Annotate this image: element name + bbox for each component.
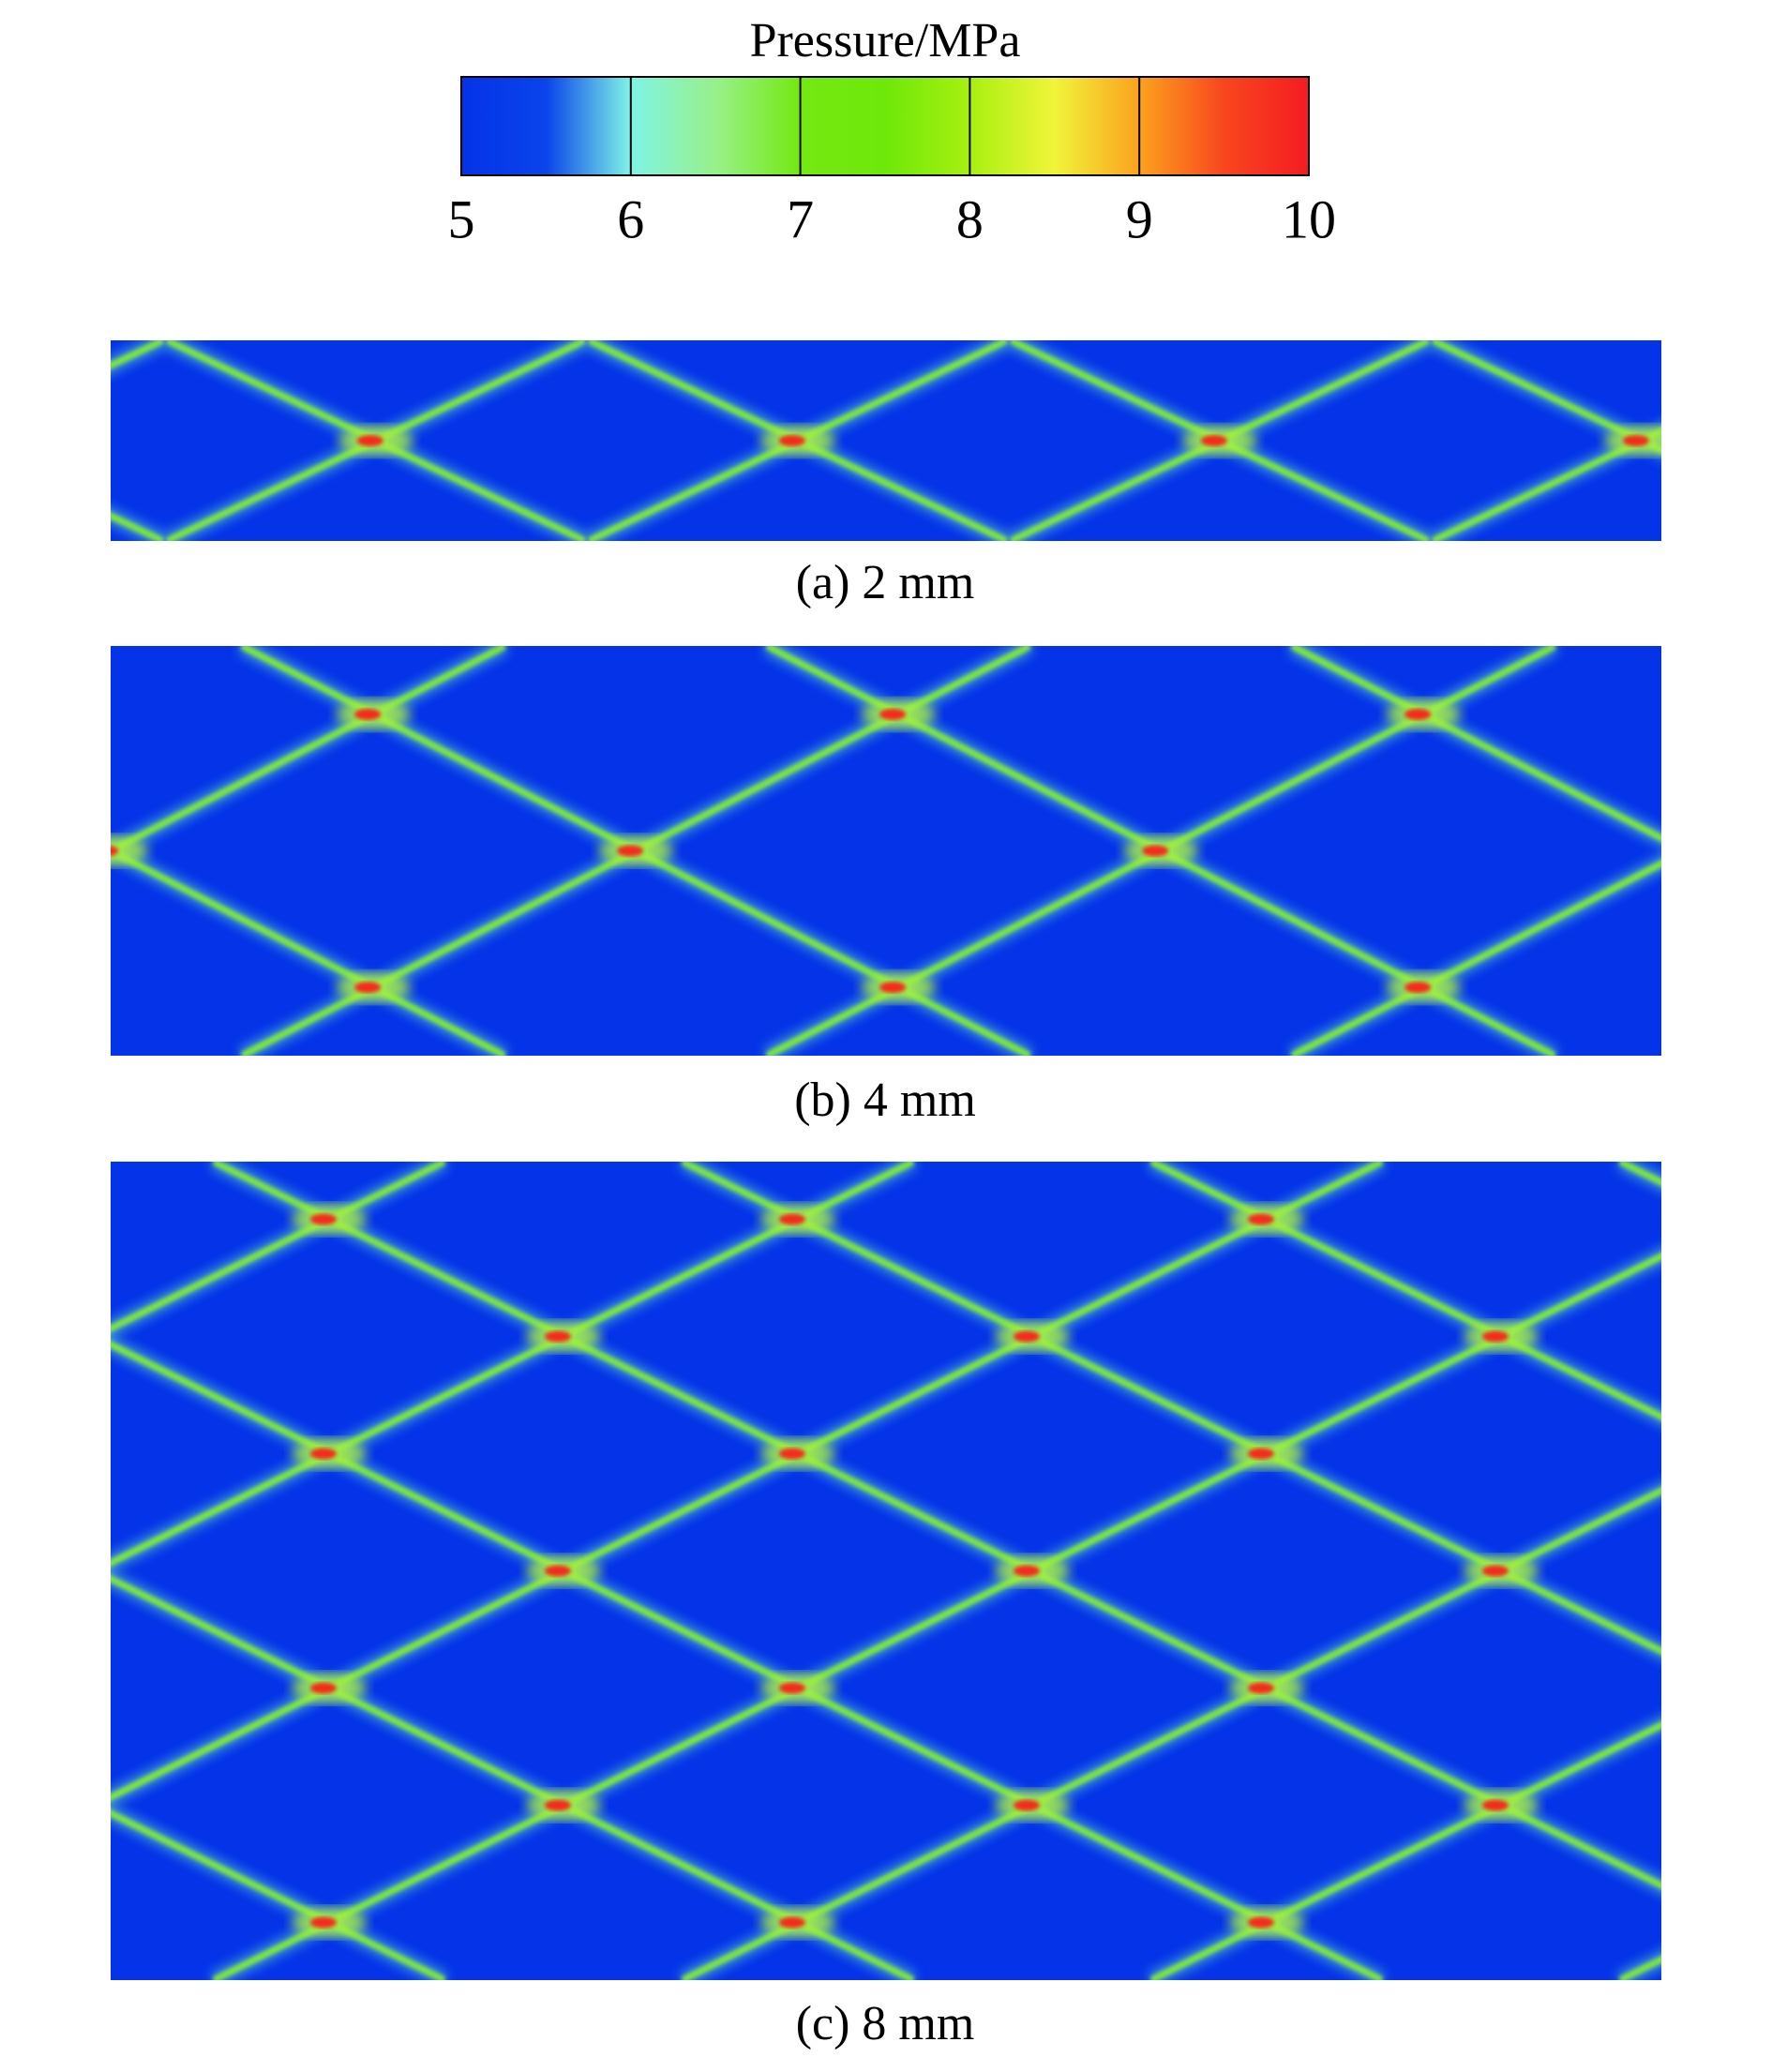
pressure-panel xyxy=(111,340,1661,541)
triple-point-hot xyxy=(1482,1799,1509,1811)
panel-caption: (a) 2 mm xyxy=(796,556,975,609)
triple-point-hot xyxy=(354,982,382,994)
front-core xyxy=(1149,1721,1661,1980)
triple-point-hot xyxy=(1014,1799,1040,1811)
triple-point-hot xyxy=(1248,1682,1274,1694)
triple-point-hot xyxy=(1014,1330,1040,1343)
colorbar xyxy=(460,76,1310,176)
triple-point-hot xyxy=(1622,435,1649,446)
colorbar-tick-label: 8 xyxy=(956,188,984,249)
triple-point-hot xyxy=(545,1799,571,1811)
pressure-panel xyxy=(111,1162,1661,1980)
front-core xyxy=(111,1809,446,1980)
triple-point-hot xyxy=(1482,1330,1509,1343)
triple-point-hot xyxy=(1248,1213,1274,1225)
colorbar-title: Pressure/MPa xyxy=(750,14,1021,68)
triple-point-hot xyxy=(1248,1916,1274,1929)
colorbar-tick-label: 10 xyxy=(1282,188,1336,249)
panel-background xyxy=(111,1162,1661,1980)
triple-point-hot xyxy=(779,1213,805,1225)
triple-point-hot xyxy=(1248,1448,1274,1460)
triple-point-hot xyxy=(310,1213,337,1225)
triple-point-hot xyxy=(111,846,119,856)
triple-point-hot xyxy=(879,982,907,994)
front-core xyxy=(111,1162,446,1332)
front-core xyxy=(111,1575,915,1980)
triple-point-hot xyxy=(356,435,383,446)
pressure-panel xyxy=(111,646,1661,1056)
triple-point-hot xyxy=(617,845,644,857)
panel-caption: (c) 8 mm xyxy=(796,1997,975,2050)
triple-point-hot xyxy=(1200,435,1227,446)
triple-point-hot xyxy=(310,1916,337,1929)
triple-point-glow xyxy=(111,835,149,866)
triple-point-hot xyxy=(779,1682,805,1694)
triple-point-hot xyxy=(545,1565,571,1577)
triple-point-hot xyxy=(779,1916,805,1929)
triple-point-hot xyxy=(1404,982,1432,994)
triple-point-hot xyxy=(354,708,382,720)
triple-point-hot xyxy=(310,1448,337,1460)
triple-point-hot xyxy=(545,1330,571,1343)
front-core xyxy=(1149,1162,1661,1420)
colorbar-tick-label: 7 xyxy=(787,188,814,249)
colorbar-tick-label: 9 xyxy=(1126,188,1153,249)
triple-point-hot xyxy=(1404,708,1432,720)
colorbar-tick-label: 5 xyxy=(448,188,475,249)
triple-point-hot xyxy=(1014,1565,1040,1577)
triple-point-hot xyxy=(1482,1565,1509,1577)
triple-point-hot xyxy=(1142,845,1169,857)
triple-point-hot xyxy=(310,1682,337,1694)
front-core xyxy=(111,1162,915,1567)
panel-caption: (b) 4 mm xyxy=(794,1074,976,1127)
triple-point-hot xyxy=(779,1448,805,1460)
triple-point-hot xyxy=(778,435,805,446)
triple-point-hot xyxy=(879,708,907,720)
colorbar-tick-label: 6 xyxy=(617,188,644,249)
